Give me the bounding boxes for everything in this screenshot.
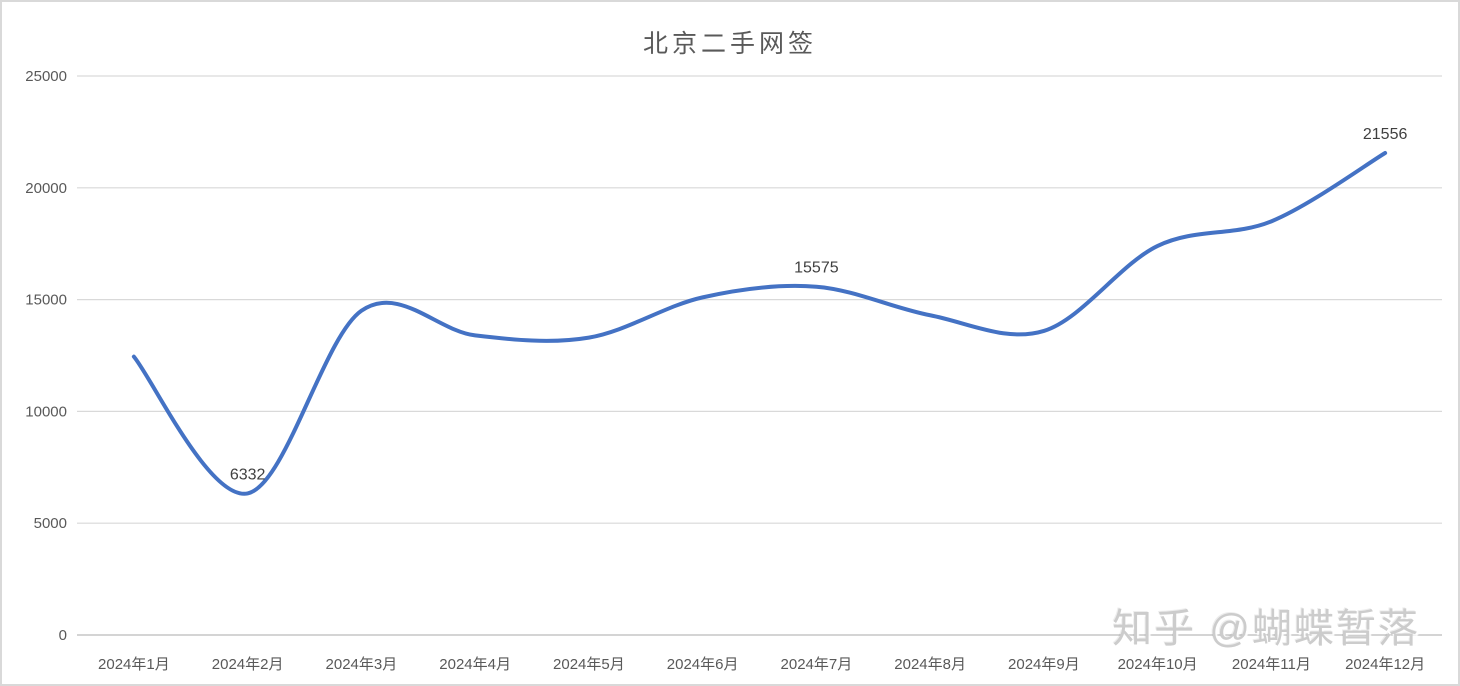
x-tick-label: 2024年10月 — [1118, 656, 1198, 673]
x-tick-label: 2024年5月 — [553, 656, 625, 673]
data-label: 21556 — [1363, 126, 1408, 143]
data-label: 15575 — [794, 260, 839, 277]
x-tick-label: 2024年9月 — [1008, 656, 1080, 673]
chart-title: 北京二手网签 — [642, 30, 817, 58]
series-line — [131, 151, 1388, 496]
x-tick-label: 2024年7月 — [781, 656, 853, 673]
y-tick-label: 0 — [59, 627, 67, 644]
x-tick-label: 2024年11月 — [1232, 656, 1311, 673]
y-tick-label: 20000 — [25, 180, 67, 197]
x-tick-label: 2024年6月 — [667, 656, 739, 673]
y-tick-label: 15000 — [25, 292, 67, 309]
y-tick-label: 25000 — [25, 68, 67, 85]
x-tick-label: 2024年12月 — [1345, 656, 1425, 673]
x-tick-label: 2024年3月 — [326, 656, 398, 673]
x-tick-label: 2024年4月 — [439, 656, 511, 673]
y-tick-label: 10000 — [25, 403, 67, 420]
x-tick-label: 2024年2月 — [212, 656, 284, 673]
x-tick-label: 2024年1月 — [98, 656, 170, 673]
y-tick-label: 5000 — [34, 515, 67, 532]
data-label: 6332 — [230, 466, 266, 483]
x-tick-label: 2024年8月 — [894, 656, 966, 673]
